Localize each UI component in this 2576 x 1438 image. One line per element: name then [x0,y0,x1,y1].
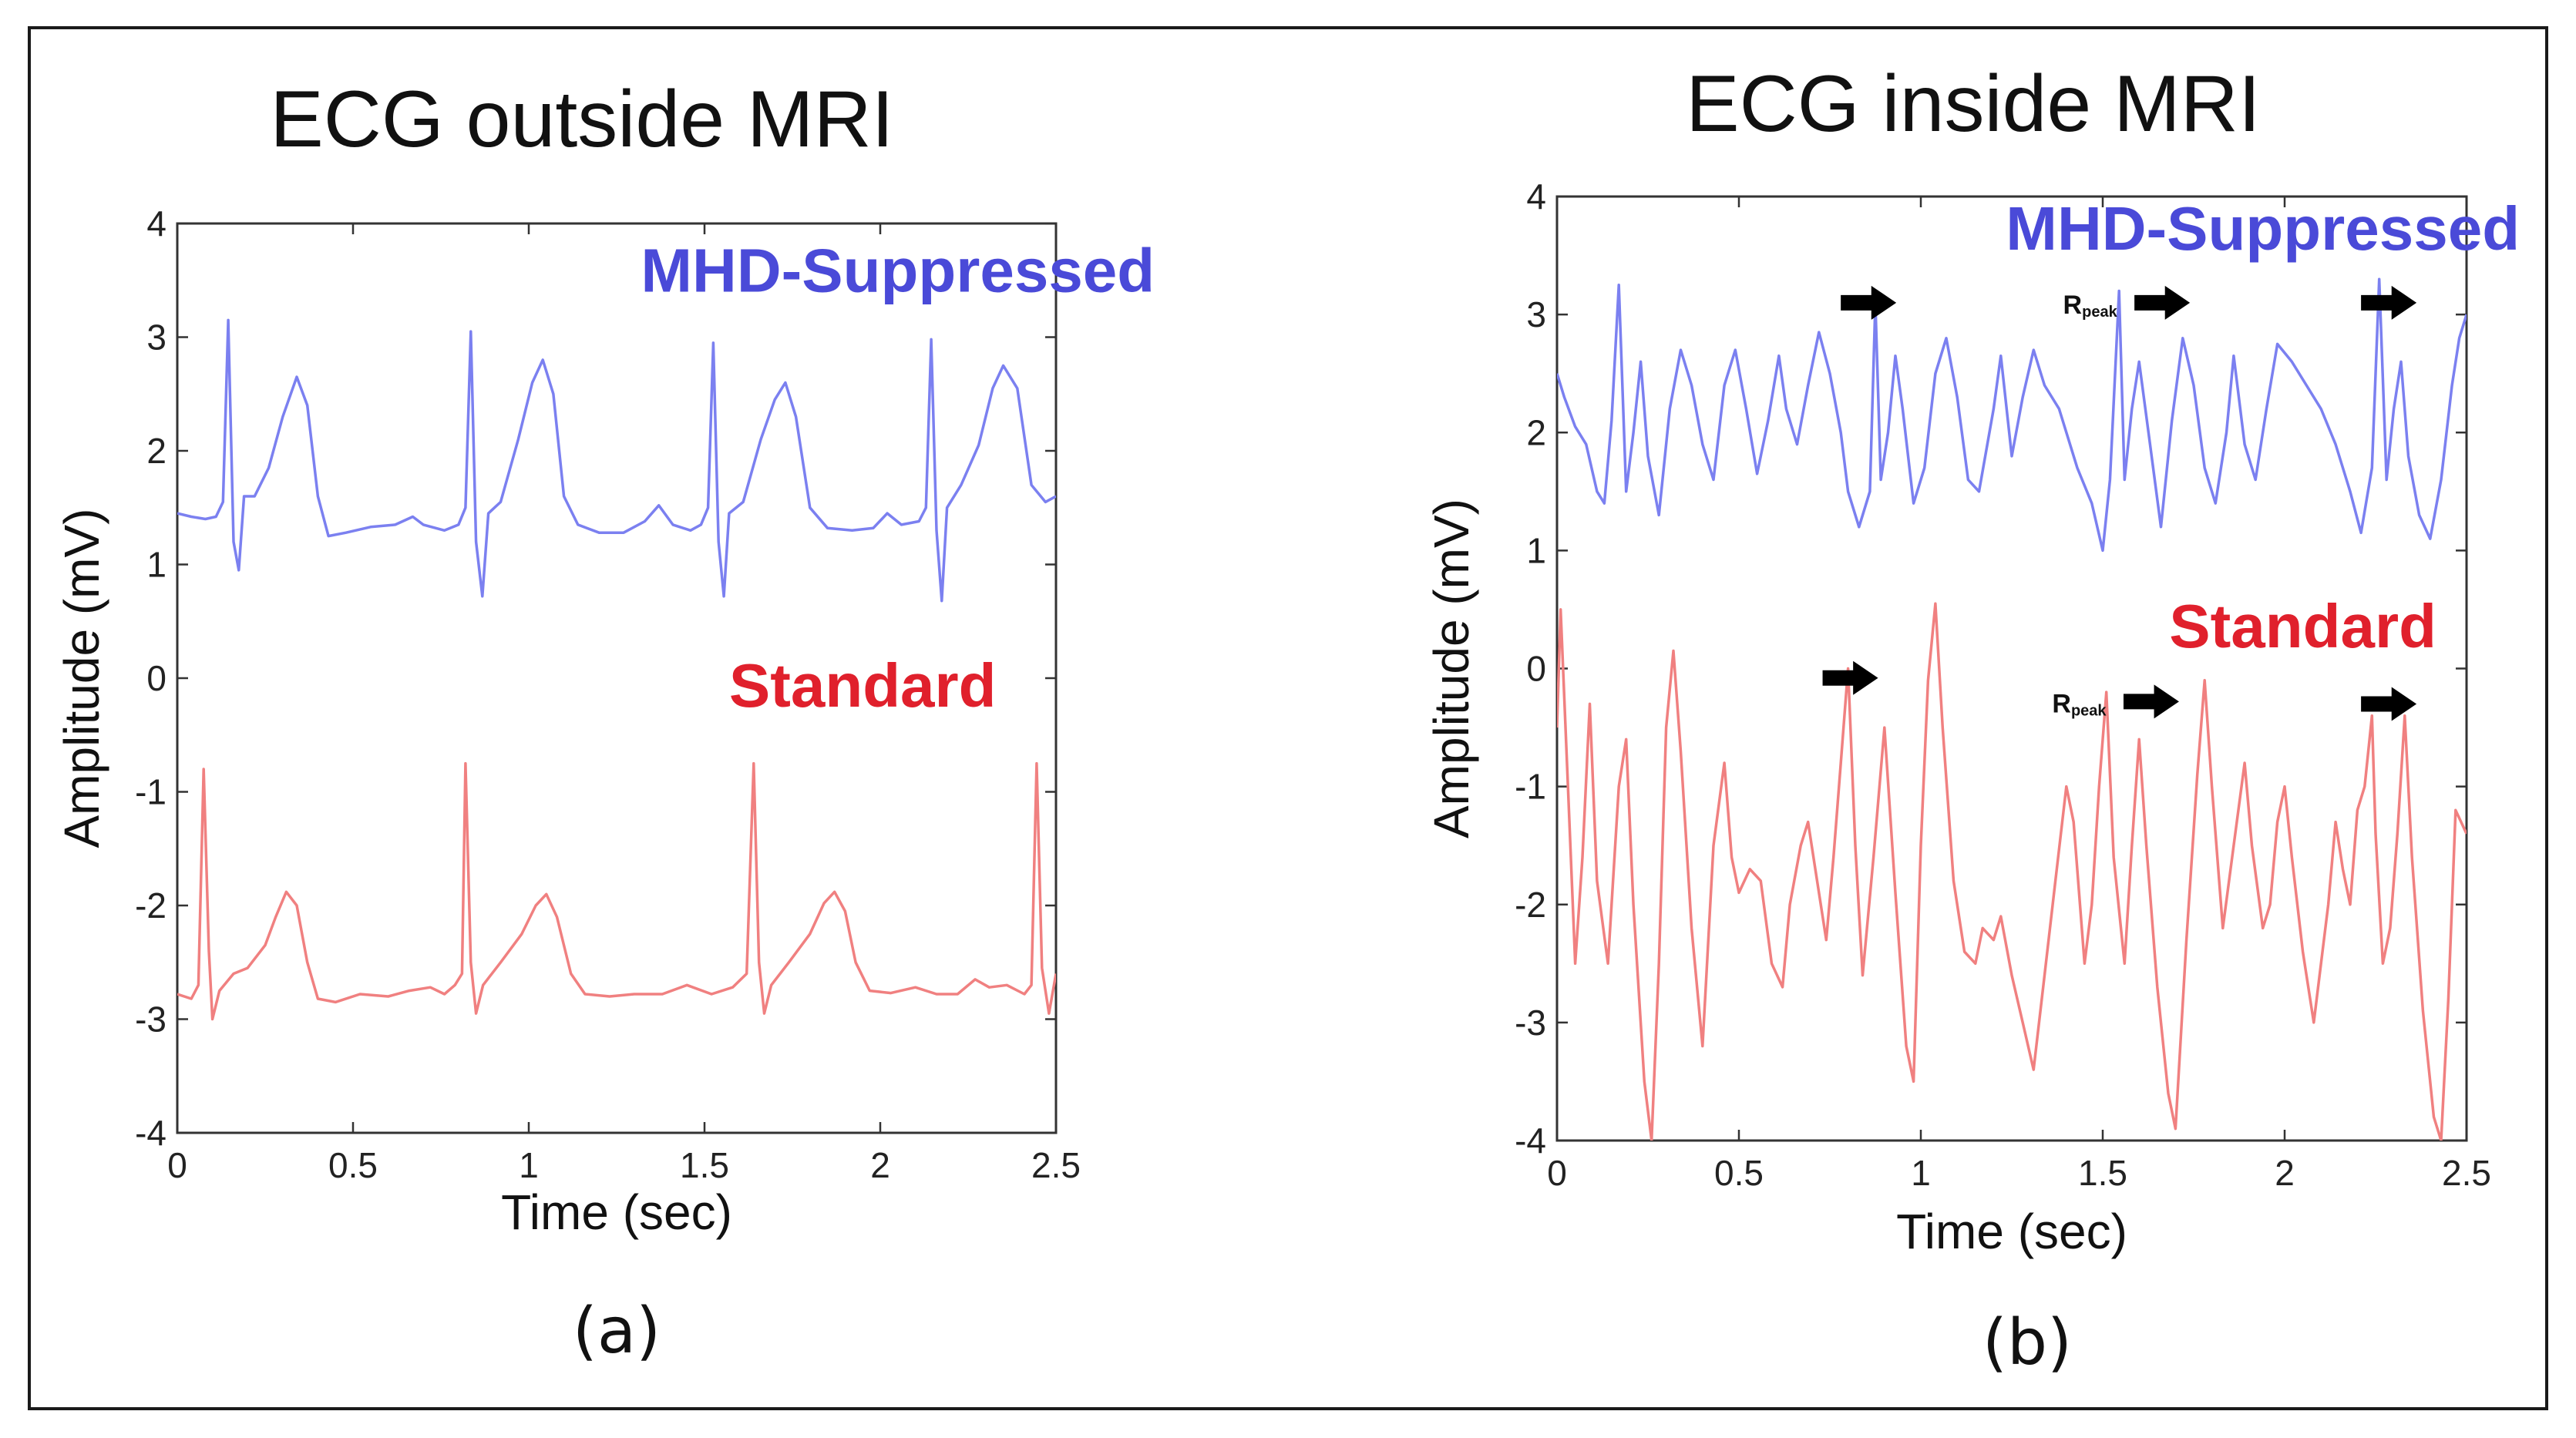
rpeak-label: R [2052,689,2071,718]
right-arrow-icon [2134,285,2191,320]
x-tick-label: 2 [870,1145,890,1185]
panel-caption: (a) [573,1295,661,1368]
series-label-mhd-suppressed: MHD-Suppressed [2006,194,2520,263]
panel-caption: (b) [1982,1306,2072,1379]
x-tick-label: 0.5 [328,1145,378,1185]
chart-title: ECG inside MRI [1686,59,2261,149]
x-tick-label: 2.5 [1031,1145,1081,1185]
y-tick-label: 2 [146,431,166,471]
y-tick-label: -2 [1515,885,1546,925]
y-tick-label: 3 [146,318,166,358]
right-arrow-icon [1822,660,1878,695]
rpeak-arrow-icon [1841,285,1897,320]
x-tick-label: 2.5 [2442,1153,2491,1193]
plot-area [176,222,1058,1134]
y-tick-label: 0 [146,658,166,698]
y-tick-label: 2 [1526,412,1546,452]
chart-title: ECG outside MRI [270,75,893,164]
series-label-mhd-suppressed: MHD-Suppressed [641,237,1155,305]
series-line-standard [1557,602,2467,1141]
y-tick-label: -4 [1515,1120,1546,1161]
y-tick-label: -4 [135,1113,166,1153]
rpeak-arrow-icon [2361,687,2417,721]
y-axis-label: Amplitude (mV) [1424,499,1479,838]
y-tick-label: -1 [1515,767,1546,807]
x-tick-label: 1 [1911,1153,1931,1193]
rpeak-arrow-icon [2361,285,2417,320]
y-tick-label: -2 [135,885,166,926]
right-arrow-icon [2361,687,2417,721]
x-tick-label: 1.5 [2078,1153,2127,1193]
right-arrow-icon [1841,285,1897,320]
x-tick-label: 2 [2275,1153,2295,1193]
y-axis-label: Amplitude (mV) [54,509,109,848]
y-tick-label: 0 [1526,649,1546,689]
series-label-standard: Standard [729,651,997,720]
y-tick-label: -3 [135,1000,166,1040]
right-arrow-icon [2123,684,2179,719]
x-tick-label: 0 [1547,1153,1567,1193]
series-line-mhd-suppressed [177,318,1056,603]
series-line-standard [177,761,1056,1021]
x-tick-label: 1.5 [680,1145,729,1185]
y-tick-label: -3 [1515,1003,1546,1043]
rpeak-arrow-icon [1822,660,1878,695]
x-tick-label: 0 [167,1145,187,1185]
x-tick-label: 0.5 [1714,1153,1764,1193]
x-tick-label: 1 [519,1145,539,1185]
y-tick-label: 1 [146,545,166,585]
plot-area [1555,195,2468,1142]
y-tick-label: -1 [135,772,166,812]
y-tick-label: 4 [146,203,166,244]
series-label-standard: Standard [2169,592,2436,660]
x-axis-label: Time (sec) [1896,1204,2127,1259]
rpeak-subscript: peak [2082,304,2117,321]
y-tick-label: 1 [1526,530,1546,570]
y-tick-label: 3 [1526,294,1546,334]
rpeak-subscript: peak [2071,702,2107,719]
y-tick-label: 4 [1526,176,1546,217]
figure-frame [28,26,2548,1410]
right-arrow-icon [2361,285,2417,320]
rpeak-label: R [2063,291,2083,320]
x-axis-label: Time (sec) [501,1184,732,1240]
series-line-mhd-suppressed [1557,277,2467,553]
